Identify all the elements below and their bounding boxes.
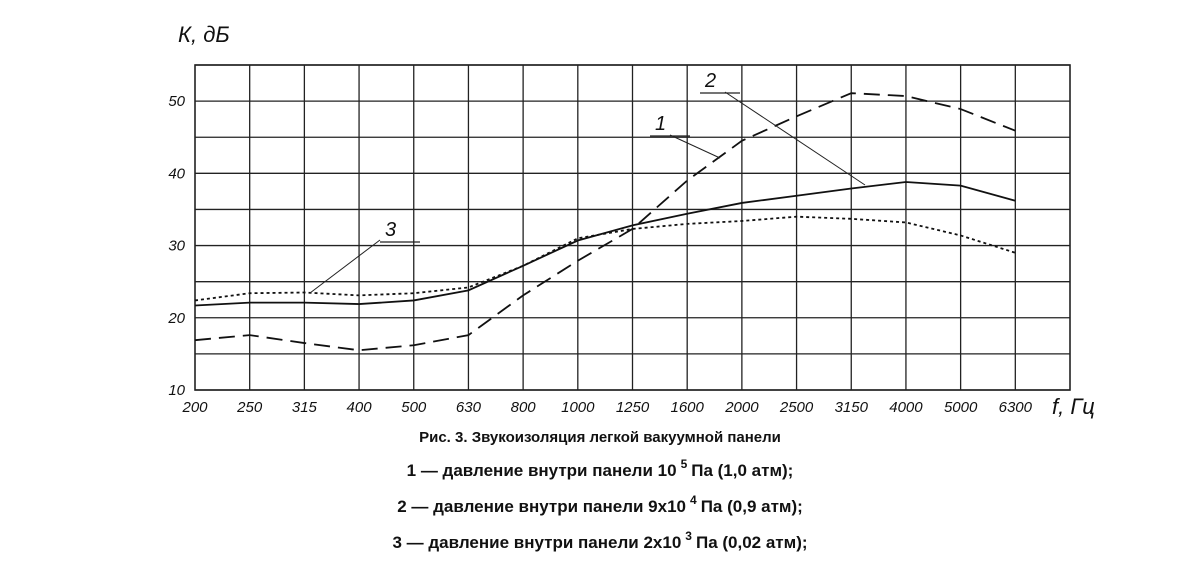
legend-entry: 2 — давление внутри панели 9x10 4 Па (0,9 … xyxy=(397,493,803,516)
x-tick-label: 4000 xyxy=(889,399,923,416)
y-axis-label: К, дБ xyxy=(178,22,230,47)
leader-line xyxy=(309,239,381,294)
legend-text: 2 — давление внутри панели 9x10 xyxy=(397,497,686,516)
series-label: 3 xyxy=(385,219,396,241)
x-tick-label: 3150 xyxy=(835,399,869,416)
legend-text: Па (1,0 атм); xyxy=(691,461,793,480)
legend-entry: 3 — давление внутри панели 2x10 3 Па (0,02… xyxy=(392,529,807,552)
y-tick-label: 50 xyxy=(168,93,185,110)
x-tick-label: 200 xyxy=(181,399,208,416)
legend-superscript: 4 xyxy=(690,493,697,507)
x-tick-label: 1000 xyxy=(561,399,595,416)
x-axis-label: f, Гц xyxy=(1052,394,1095,419)
x-tick-label: 5000 xyxy=(944,399,978,416)
x-tick-label: 800 xyxy=(511,399,537,416)
y-tick-label: 30 xyxy=(168,238,185,255)
x-tick-label: 1250 xyxy=(616,399,650,416)
legend-text: Па (0,02 атм); xyxy=(696,533,808,552)
legend-text: Па (0,9 атм); xyxy=(701,497,803,516)
series-line xyxy=(194,215,1016,302)
series-label: 1 xyxy=(655,113,666,135)
legend-text: 3 — давление внутри панели 2x10 xyxy=(392,533,681,552)
legend-entry: 1 — давление внутри панели 10 5 Па (1,0 ат… xyxy=(407,457,794,480)
leader-line xyxy=(669,134,721,159)
y-tick-label: 20 xyxy=(167,310,185,327)
x-tick-label: 400 xyxy=(347,399,373,416)
x-tick-label: 2500 xyxy=(779,399,814,416)
series-label: 2 xyxy=(704,70,716,92)
legend-text: 1 — давление внутри панели 10 xyxy=(407,461,677,480)
x-tick-label: 6300 xyxy=(999,399,1033,416)
x-tick-label: 2000 xyxy=(724,399,759,416)
x-tick-label: 630 xyxy=(456,399,482,416)
y-tick-label: 10 xyxy=(168,382,185,399)
caption: Рис. 3. Звукоизоляция легкой вакуумной п… xyxy=(419,429,781,446)
leader-line xyxy=(724,91,866,186)
x-tick-label: 1600 xyxy=(671,399,705,416)
x-tick-label: 250 xyxy=(236,399,263,416)
y-tick-label: 40 xyxy=(168,165,185,182)
legend-superscript: 3 xyxy=(685,529,692,543)
x-tick-label: 315 xyxy=(292,399,318,416)
legend-superscript: 5 xyxy=(681,457,688,471)
series-line xyxy=(194,92,1016,352)
x-tick-label: 500 xyxy=(401,399,427,416)
